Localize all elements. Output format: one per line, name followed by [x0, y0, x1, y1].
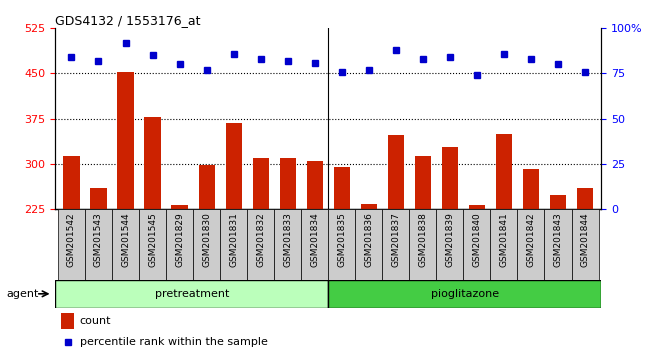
Bar: [415, 156, 431, 209]
Bar: [112, 209, 139, 280]
Bar: [361, 204, 377, 209]
Bar: [90, 188, 107, 209]
Bar: [463, 209, 491, 280]
Bar: [193, 209, 220, 280]
Text: GSM201838: GSM201838: [419, 212, 427, 267]
Text: count: count: [80, 316, 111, 326]
Bar: [382, 209, 410, 280]
Text: GSM201542: GSM201542: [67, 212, 76, 267]
Bar: [226, 123, 242, 209]
Text: GSM201839: GSM201839: [445, 212, 454, 267]
Bar: [469, 205, 485, 209]
Text: GSM201840: GSM201840: [473, 212, 482, 267]
Text: pioglitazone: pioglitazone: [431, 289, 499, 299]
Text: percentile rank within the sample: percentile rank within the sample: [80, 337, 268, 348]
Text: GSM201545: GSM201545: [148, 212, 157, 267]
Text: GSM201835: GSM201835: [337, 212, 346, 267]
Bar: [307, 161, 323, 209]
Bar: [280, 158, 296, 209]
Bar: [139, 209, 166, 280]
Text: GSM201841: GSM201841: [499, 212, 508, 267]
Bar: [274, 209, 301, 280]
Text: agent: agent: [6, 289, 39, 299]
Text: GSM201844: GSM201844: [580, 212, 590, 267]
Bar: [55, 280, 328, 308]
Text: GSM201833: GSM201833: [283, 212, 292, 267]
Bar: [253, 158, 269, 209]
Text: GSM201836: GSM201836: [364, 212, 373, 267]
Text: GSM201843: GSM201843: [554, 212, 562, 267]
Bar: [328, 209, 356, 280]
Bar: [328, 280, 601, 308]
Bar: [60, 313, 74, 329]
Bar: [545, 209, 571, 280]
Text: GSM201831: GSM201831: [229, 212, 238, 267]
Bar: [442, 147, 458, 209]
Bar: [58, 209, 85, 280]
Bar: [356, 209, 382, 280]
Bar: [301, 209, 328, 280]
Bar: [166, 209, 193, 280]
Bar: [410, 209, 436, 280]
Bar: [517, 209, 545, 280]
Text: pretreatment: pretreatment: [155, 289, 229, 299]
Bar: [550, 195, 566, 209]
Bar: [491, 209, 517, 280]
Bar: [577, 188, 593, 209]
Bar: [144, 117, 161, 209]
Text: GDS4132 / 1553176_at: GDS4132 / 1553176_at: [55, 14, 201, 27]
Text: GSM201834: GSM201834: [310, 212, 319, 267]
Bar: [172, 205, 188, 209]
Text: GSM201829: GSM201829: [175, 212, 184, 267]
Bar: [63, 156, 79, 209]
Bar: [496, 134, 512, 209]
Bar: [247, 209, 274, 280]
Bar: [387, 135, 404, 209]
Bar: [85, 209, 112, 280]
Text: GSM201837: GSM201837: [391, 212, 400, 267]
Bar: [436, 209, 463, 280]
Bar: [523, 169, 539, 209]
Bar: [571, 209, 599, 280]
Text: GSM201832: GSM201832: [256, 212, 265, 267]
Bar: [333, 167, 350, 209]
Text: GSM201543: GSM201543: [94, 212, 103, 267]
Text: GSM201842: GSM201842: [526, 212, 536, 267]
Bar: [118, 72, 134, 209]
Text: GSM201544: GSM201544: [121, 212, 130, 267]
Bar: [198, 165, 214, 209]
Bar: [220, 209, 247, 280]
Text: GSM201830: GSM201830: [202, 212, 211, 267]
